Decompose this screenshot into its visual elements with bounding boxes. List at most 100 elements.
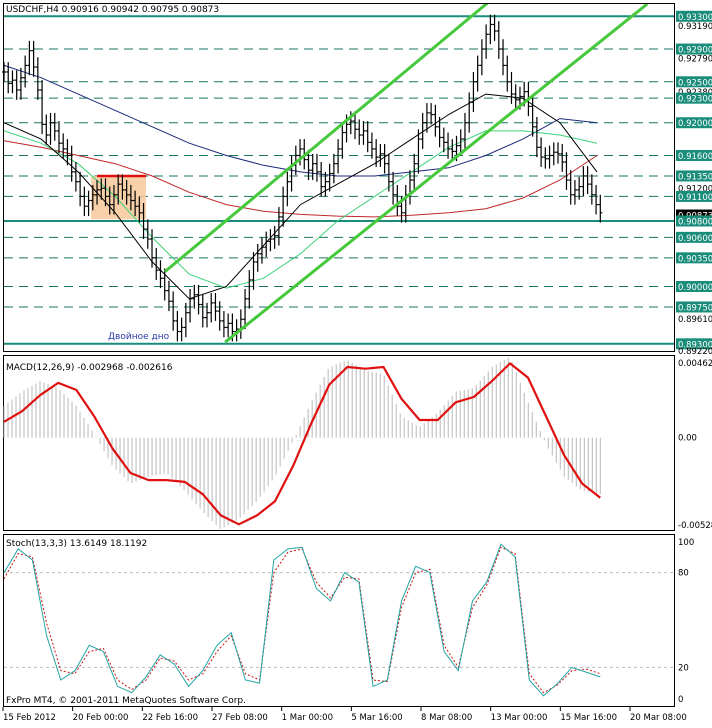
price-bar	[95, 180, 100, 205]
price-axis-label: 0.91600	[678, 152, 712, 162]
moving-average-red	[3, 140, 598, 218]
price-level-box	[676, 149, 712, 161]
price-bar	[446, 132, 451, 159]
price-bar	[365, 121, 370, 153]
price-bar	[467, 92, 472, 133]
time-axis-label: 20 Feb 00:00	[73, 713, 129, 723]
price-bar	[581, 166, 586, 197]
price-bar	[213, 293, 218, 321]
price-bar	[374, 139, 379, 167]
stoch-signal-line	[3, 546, 601, 694]
price-bar	[336, 139, 341, 174]
price-bar	[128, 184, 133, 211]
price-bar	[310, 153, 315, 181]
price-bar	[289, 155, 294, 192]
price-axis-label: 0.90800	[678, 217, 712, 227]
price-axis-label: 0.92300	[678, 95, 712, 105]
price-axis-label: 0.89300	[678, 340, 712, 350]
macd-axis-label: 0.00462	[678, 359, 712, 369]
price-axis-label: 0.92000	[678, 119, 712, 129]
price-bar	[82, 186, 87, 217]
stoch-main-line	[3, 543, 601, 697]
price-axis-label: 0.92500	[678, 78, 712, 88]
price-bar	[209, 293, 214, 323]
time-axis-label: 1 Mar 00:00	[282, 713, 333, 723]
x-axis-labels: 15 Feb 2012 20 Feb 00:00 22 Feb 16:00 27 Fe…	[2, 707, 687, 723]
time-axis-label: 22 Feb 16:00	[142, 713, 198, 723]
time-axis-label: 15 Feb 2012	[3, 713, 56, 723]
price-bar	[479, 39, 484, 76]
price-bar	[395, 184, 400, 217]
price-bar	[73, 162, 78, 192]
price-bar	[276, 207, 281, 246]
price-bar	[441, 127, 446, 153]
price-axis-label: 0.90350	[678, 254, 712, 264]
uptrend-channel-line	[163, 4, 489, 273]
price-bar	[281, 186, 286, 227]
price-bar	[196, 284, 201, 315]
price-bar	[272, 225, 277, 249]
price-bar	[285, 171, 290, 207]
macd-header: MACD(12,26,9) -0.002968 -0.002616	[6, 363, 173, 373]
price-bar	[382, 144, 387, 174]
price-level-box	[676, 92, 712, 104]
price-bar	[598, 194, 603, 223]
moving-average-blue	[3, 64, 598, 177]
macd-pane-frame	[3, 355, 675, 531]
price-bar	[183, 302, 188, 338]
macd-axis-label: 0.00	[678, 434, 697, 444]
price-level-box	[676, 76, 712, 88]
price-bar	[61, 133, 66, 159]
price-bar	[268, 229, 273, 252]
price-pane	[2, 4, 674, 345]
price-bar	[530, 96, 535, 137]
price-level-box	[676, 215, 712, 227]
stoch-axis-label: 0	[678, 695, 683, 705]
price-bar	[458, 129, 463, 156]
stoch-pane	[3, 543, 674, 697]
price-bar	[56, 121, 61, 154]
price-level-box	[676, 252, 712, 264]
price-bar	[353, 111, 358, 140]
double-bottom-label: Двойное дно	[108, 332, 170, 342]
price-axis-label: 0.91350	[678, 172, 712, 182]
price-bar	[319, 162, 324, 197]
price-bar	[44, 114, 49, 145]
price-bar	[306, 149, 311, 181]
price-bar	[171, 291, 176, 331]
price-axis-label: 0.92900	[678, 46, 712, 56]
price-bar	[437, 116, 442, 148]
price-bar	[501, 39, 506, 76]
price-bar	[137, 196, 142, 223]
price-axis-label: 0.89220	[678, 347, 712, 357]
price-bar	[539, 137, 544, 167]
price-bar	[255, 243, 260, 272]
price-bar	[420, 112, 425, 149]
price-bar	[204, 302, 209, 328]
price-bar	[18, 67, 23, 100]
macd-pane	[3, 357, 601, 529]
price-bar	[145, 219, 150, 249]
copyright-text: FxPro MT4, © 2001-2011 MetaQuotes Softwa…	[6, 696, 246, 706]
price-bar	[120, 174, 125, 200]
stoch-pane-frame	[3, 534, 675, 707]
price-bar	[111, 184, 116, 215]
price-bar	[188, 288, 193, 323]
price-bar	[200, 294, 205, 328]
price-bar	[547, 145, 552, 169]
price-bar	[433, 104, 438, 137]
price-bar	[48, 112, 53, 145]
price-bar	[323, 171, 328, 197]
price-bar	[27, 40, 32, 76]
price-bar	[141, 202, 146, 240]
price-bar	[175, 311, 180, 342]
price-bar	[52, 112, 57, 141]
time-axis-label: 5 Mar 16:00	[351, 713, 402, 723]
price-bar	[23, 55, 28, 88]
price-level-box	[676, 190, 712, 202]
price-level-box	[676, 10, 712, 22]
price-bar	[247, 270, 252, 309]
stoch-header: Stoch(13,3,3) 13.6149 18.1192	[6, 539, 147, 549]
stoch-axis-label: 100	[678, 538, 694, 548]
